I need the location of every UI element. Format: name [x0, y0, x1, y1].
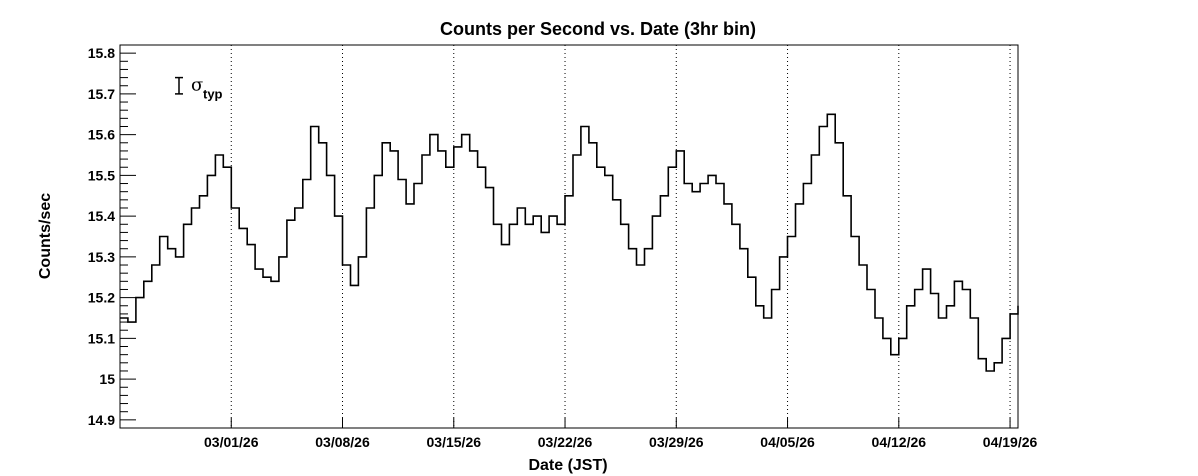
x-tick-label: 03/15/26: [427, 434, 482, 450]
error-bar-label: σ: [191, 75, 203, 96]
chart-title: Counts per Second vs. Date (3hr bin): [440, 19, 756, 39]
x-axis: 03/01/26 03/08/26 03/15/26 03/22/26 03/29/26…: [204, 418, 1038, 450]
x-tick-label: 04/12/26: [872, 434, 927, 450]
y-tick-label: 15.2: [88, 290, 115, 306]
x-tick-label: 03/22/26: [538, 434, 593, 450]
x-tick-label: 03/29/26: [649, 434, 704, 450]
y-axis: 14.9 15 15.1 15.2 15.3 15.4 15.5 15.6 15.7 15.8: [88, 45, 136, 428]
y-axis-label: Counts/sec: [37, 193, 54, 279]
y-tick-label: 15.5: [88, 167, 115, 183]
y-tick-label: 15: [99, 371, 115, 387]
y-tick-label: 14.9: [88, 412, 115, 428]
plot-frame: [119, 44, 1019, 429]
y-tick-label: 15.6: [88, 127, 115, 143]
x-tick-label: 03/08/26: [315, 434, 370, 450]
grid-lines: [230, 45, 1011, 428]
series-line: [120, 113, 1019, 372]
x-axis-label: Date (JST): [528, 457, 607, 474]
y-tick-label: 15.4: [88, 208, 115, 224]
x-tick-label: 04/19/26: [983, 434, 1038, 450]
series-layer: [120, 113, 1019, 372]
x-tick-label: 04/05/26: [760, 434, 815, 450]
y-tick-label: 15.7: [88, 86, 115, 102]
x-tick-label: 03/01/26: [204, 434, 259, 450]
error-bar-subscript: typ: [203, 87, 223, 102]
typical-error-bar: σ typ: [175, 75, 223, 102]
y-tick-label: 15.8: [88, 45, 115, 61]
y-tick-label: 15.3: [88, 249, 115, 265]
y-tick-label: 15.1: [88, 330, 115, 346]
